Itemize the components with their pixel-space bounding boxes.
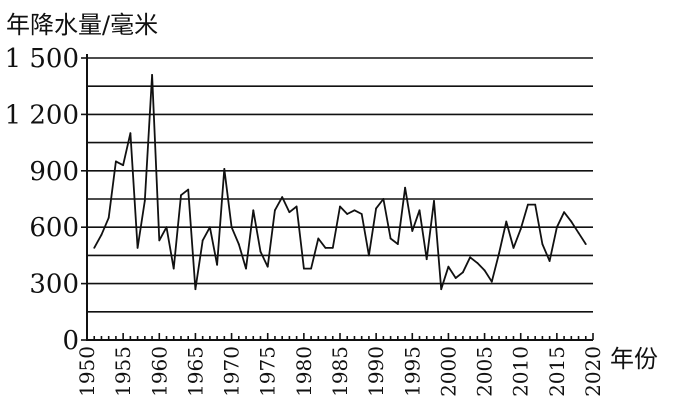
x-tick-label: 1955 <box>111 346 135 397</box>
data-point <box>346 213 349 215</box>
data-point <box>353 209 356 212</box>
data-point <box>295 205 298 208</box>
data-point <box>447 265 450 268</box>
data-point <box>368 254 370 257</box>
data-point <box>259 250 262 253</box>
data-point <box>476 262 479 264</box>
x-tick-label: 1990 <box>364 346 388 397</box>
data-points <box>93 74 587 291</box>
data-point <box>129 132 132 135</box>
data-point <box>331 246 334 249</box>
data-point <box>541 243 544 246</box>
data-point <box>201 239 204 242</box>
y-tick-label: 300 <box>29 270 79 300</box>
data-point <box>302 267 305 270</box>
data-point <box>93 246 96 249</box>
data-point <box>107 216 110 219</box>
y-tick-label: 600 <box>29 213 79 243</box>
axis-ticks: 0 300 600 900 1 200 1 500 1950 1955 1960 1965 1970… <box>5 44 605 397</box>
x-tick-label: 2005 <box>473 346 497 397</box>
data-point <box>404 186 406 189</box>
data-point <box>288 211 291 214</box>
data-point <box>483 269 486 272</box>
y-axis-title: 年降水量/毫米 <box>6 11 158 39</box>
data-point <box>100 233 103 236</box>
data-point <box>310 267 312 270</box>
data-point <box>230 226 233 229</box>
data-point <box>194 288 197 291</box>
series-line <box>93 74 587 291</box>
data-point <box>339 205 341 208</box>
data-point <box>143 199 146 202</box>
data-point <box>433 199 435 202</box>
data-point <box>165 226 168 229</box>
data-point <box>461 271 464 274</box>
data-point <box>281 196 284 199</box>
data-point <box>237 243 240 246</box>
data-point <box>375 207 378 210</box>
data-point <box>418 209 421 212</box>
data-point <box>223 168 226 170</box>
data-point <box>577 231 580 234</box>
y-tick-label: 900 <box>29 157 79 187</box>
x-tick-label: 1965 <box>183 346 207 397</box>
data-point <box>548 260 551 262</box>
data-point <box>180 194 182 197</box>
data-point <box>570 220 573 223</box>
data-point <box>324 246 327 249</box>
data-point <box>411 230 414 232</box>
data-point <box>563 211 565 214</box>
data-point <box>534 203 537 206</box>
data-point <box>317 237 320 240</box>
data-point <box>216 263 219 266</box>
x-axis-title: 年份 <box>610 345 658 373</box>
data-point <box>527 203 529 206</box>
x-tick-label: 2015 <box>545 346 569 397</box>
data-point <box>555 226 558 229</box>
x-tick-label: 1950 <box>75 346 99 397</box>
data-point <box>440 288 443 291</box>
data-point <box>158 239 161 242</box>
x-tick-label: 1980 <box>292 346 316 397</box>
y-tick-label: 1 500 <box>5 44 79 74</box>
y-tick-label: 1 200 <box>5 100 79 130</box>
x-tick-label: 1975 <box>256 346 280 397</box>
data-point <box>469 256 472 259</box>
data-point <box>512 246 515 249</box>
x-tick-label: 1960 <box>147 346 171 397</box>
data-point <box>584 243 587 246</box>
x-tick-label: 2010 <box>509 346 533 397</box>
data-point <box>274 209 276 212</box>
data-point <box>505 220 508 223</box>
x-tick-label: 1995 <box>400 346 424 397</box>
data-point <box>389 237 392 240</box>
data-point <box>425 258 428 261</box>
data-point <box>266 265 269 268</box>
x-tick-label: 2000 <box>436 346 460 397</box>
data-point <box>382 198 385 200</box>
data-point <box>115 160 117 163</box>
data-point <box>490 280 493 283</box>
data-point <box>360 213 363 215</box>
x-tick-label: 2020 <box>581 346 605 397</box>
data-point <box>396 243 399 246</box>
data-point <box>122 164 125 167</box>
data-point <box>136 246 139 249</box>
data-point <box>208 226 211 229</box>
data-point <box>151 74 153 76</box>
data-point <box>519 228 522 230</box>
data-point <box>252 209 255 212</box>
x-tick-label: 1970 <box>220 346 244 397</box>
y-tick-label: 0 <box>62 326 79 356</box>
data-point <box>498 252 500 255</box>
axis-frame <box>86 54 593 341</box>
x-tick-label: 1985 <box>328 346 352 397</box>
data-point <box>454 277 457 279</box>
data-point <box>245 267 247 270</box>
data-point <box>187 188 190 191</box>
grid-lines <box>87 57 593 313</box>
data-point <box>172 267 175 270</box>
